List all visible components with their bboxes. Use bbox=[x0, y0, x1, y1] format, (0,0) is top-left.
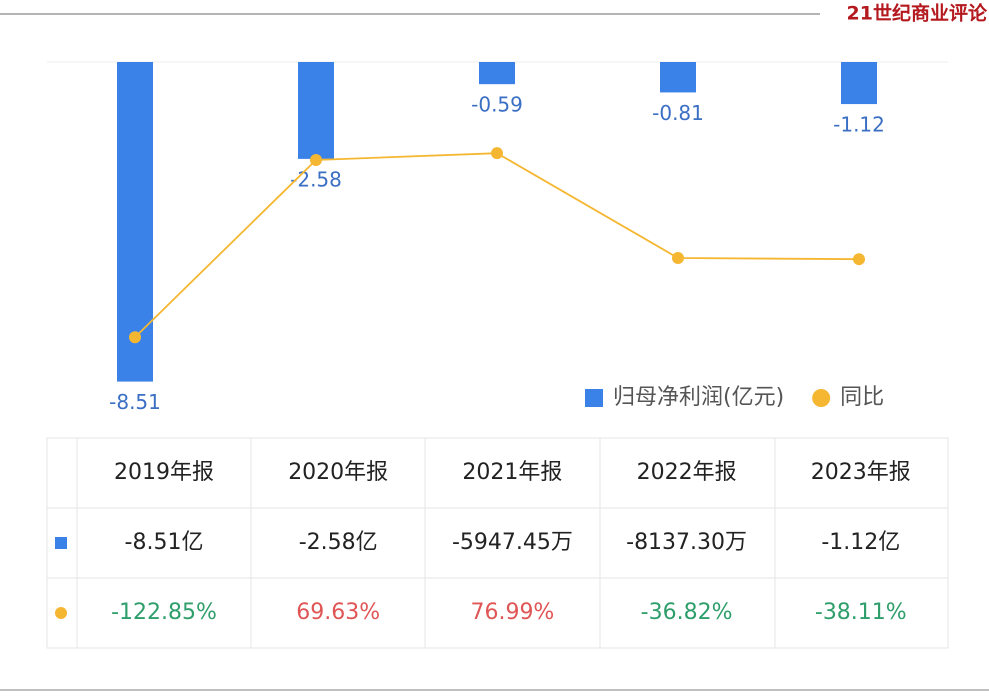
table-header: 2021年报 bbox=[462, 460, 562, 485]
logo: 21世纪商业评论 bbox=[847, 2, 988, 25]
table-cell: -8.51亿 bbox=[125, 530, 204, 555]
point bbox=[672, 252, 684, 265]
bar-label: -1.12 bbox=[833, 113, 885, 137]
point bbox=[129, 331, 141, 344]
bar bbox=[660, 62, 696, 93]
bar-label: -8.51 bbox=[109, 390, 161, 414]
legend-swatch bbox=[585, 389, 603, 407]
bar-label: -0.59 bbox=[471, 93, 523, 117]
table-cell: -5947.45万 bbox=[452, 530, 573, 555]
table-header: 2023年报 bbox=[811, 460, 911, 485]
line bbox=[134, 152, 860, 338]
bar bbox=[117, 62, 153, 382]
row-icon bbox=[55, 607, 67, 619]
table-header: 2019年报 bbox=[114, 460, 214, 485]
table-cell: -1.12亿 bbox=[821, 530, 900, 555]
table-cell: -8137.30万 bbox=[626, 530, 747, 555]
point bbox=[853, 253, 865, 266]
legend-label: 同比 bbox=[840, 385, 884, 410]
table-cell: -38.11% bbox=[815, 600, 907, 625]
legend-label: 归母净利润(亿元) bbox=[613, 385, 784, 410]
table-cell: -36.82% bbox=[641, 600, 733, 625]
point bbox=[310, 153, 322, 166]
table-border bbox=[46, 437, 949, 649]
bar bbox=[298, 62, 334, 159]
row-icon bbox=[55, 537, 67, 549]
table-header: 2020年报 bbox=[288, 460, 388, 485]
legend-swatch bbox=[812, 389, 831, 407]
bar bbox=[841, 62, 877, 105]
table-header: 2022年报 bbox=[637, 460, 737, 485]
table-cell: 76.99% bbox=[470, 600, 554, 625]
table-cell: -2.58亿 bbox=[299, 530, 378, 555]
table: 2019年报 2020年报 2021年报 2022年报 2023年报 -8.51亿 -2.5… bbox=[46, 437, 949, 649]
bar bbox=[479, 62, 515, 85]
point bbox=[491, 147, 503, 160]
table-cell: -122.85% bbox=[111, 600, 217, 625]
bar-label: -0.81 bbox=[652, 101, 704, 125]
table-cell: 69.63% bbox=[296, 600, 380, 625]
bar-label: -2.58 bbox=[290, 167, 342, 191]
